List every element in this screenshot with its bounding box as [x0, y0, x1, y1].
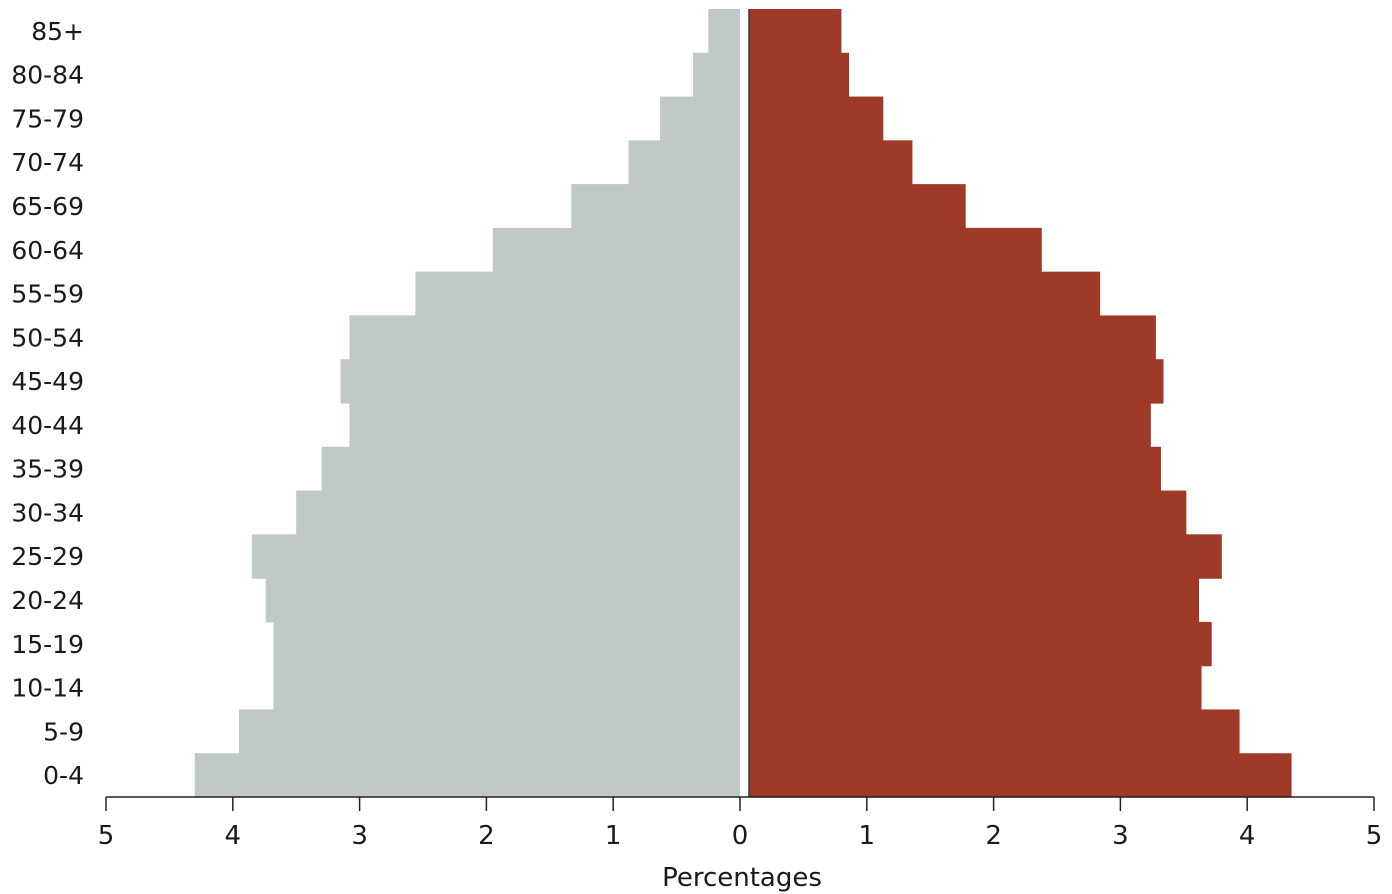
left-bar-55-59: [415, 271, 740, 317]
right-bar-85+: [749, 9, 842, 54]
right-bar-65-69: [749, 184, 966, 229]
x-tick-label: 3: [351, 821, 368, 851]
left-bar-15-19: [273, 621, 740, 667]
age-label-10-14: 10-14: [11, 674, 84, 703]
age-label-65-69: 65-69: [11, 192, 84, 221]
left-series-bars: [194, 9, 740, 798]
right-bar-5-9: [749, 709, 1240, 754]
left-bar-10-14: [273, 665, 740, 711]
left-bar-30-34: [296, 490, 740, 535]
left-bar-45-49: [340, 359, 740, 404]
x-tick-label: 1: [605, 821, 622, 851]
left-bar-80-84: [693, 52, 740, 98]
right-bar-30-34: [749, 490, 1187, 535]
left-bar-40-44: [349, 403, 740, 448]
left-bar-70-74: [628, 140, 740, 185]
age-label-70-74: 70-74: [11, 148, 84, 177]
right-bar-10-14: [749, 665, 1202, 711]
age-label-75-79: 75-79: [11, 104, 84, 133]
right-bar-50-54: [749, 315, 1156, 360]
left-bar-0-4: [194, 753, 740, 798]
left-bar-35-39: [321, 446, 740, 492]
left-bar-20-24: [265, 578, 740, 623]
age-group-labels: 0-4 5-9 10-14 15-19 20-24 25-29 30-34 35-39 40-4…: [11, 17, 84, 790]
right-bar-60-64: [749, 227, 1042, 273]
x-axis-title: Percentages: [662, 863, 822, 893]
x-tick-label: 5: [1366, 821, 1383, 851]
x-tick-label: 5: [98, 821, 115, 851]
right-bar-35-39: [749, 446, 1161, 492]
x-tick-label: 1: [859, 821, 876, 851]
x-tick-label: 2: [985, 821, 1002, 851]
right-bar-40-44: [749, 403, 1151, 448]
age-label-30-34: 30-34: [11, 498, 84, 527]
x-tick-label: 4: [1239, 821, 1256, 851]
left-bar-75-79: [660, 96, 740, 141]
x-tick-label: 4: [225, 821, 242, 851]
left-bar-50-54: [349, 315, 740, 360]
right-bar-70-74: [749, 140, 913, 185]
right-bar-20-24: [749, 578, 1200, 623]
age-label-35-39: 35-39: [11, 455, 84, 484]
age-label-55-59: 55-59: [11, 280, 84, 309]
x-tick-label: 3: [1112, 821, 1129, 851]
right-bar-25-29: [749, 534, 1222, 579]
x-tick-label: 2: [478, 821, 495, 851]
age-label-40-44: 40-44: [11, 411, 84, 440]
age-label-80-84: 80-84: [11, 61, 84, 90]
right-bar-15-19: [749, 621, 1212, 667]
right-bar-75-79: [749, 96, 884, 141]
age-label-5-9: 5-9: [43, 717, 84, 746]
right-bar-55-59: [749, 271, 1101, 317]
age-label-85+: 85+: [31, 17, 84, 46]
right-bar-45-49: [749, 359, 1164, 404]
x-axis: 5 4 3 2 1 0 1 2 3 4 5: [98, 796, 1383, 851]
age-label-50-54: 50-54: [11, 323, 84, 352]
left-bar-5-9: [239, 709, 740, 754]
age-label-20-24: 20-24: [11, 586, 84, 615]
left-bar-65-69: [571, 184, 740, 229]
age-label-45-49: 45-49: [11, 367, 84, 396]
right-series-bars: [749, 9, 1292, 798]
age-label-15-19: 15-19: [11, 630, 84, 659]
right-bar-0-4: [749, 753, 1292, 798]
right-bar-80-84: [749, 52, 850, 98]
left-bar-25-29: [251, 534, 740, 579]
left-bar-85+: [708, 9, 740, 54]
x-tick-label: 0: [732, 821, 749, 851]
age-label-60-64: 60-64: [11, 236, 84, 265]
left-bar-60-64: [492, 227, 740, 273]
age-label-25-29: 25-29: [11, 542, 84, 571]
age-label-0-4: 0-4: [43, 761, 84, 790]
